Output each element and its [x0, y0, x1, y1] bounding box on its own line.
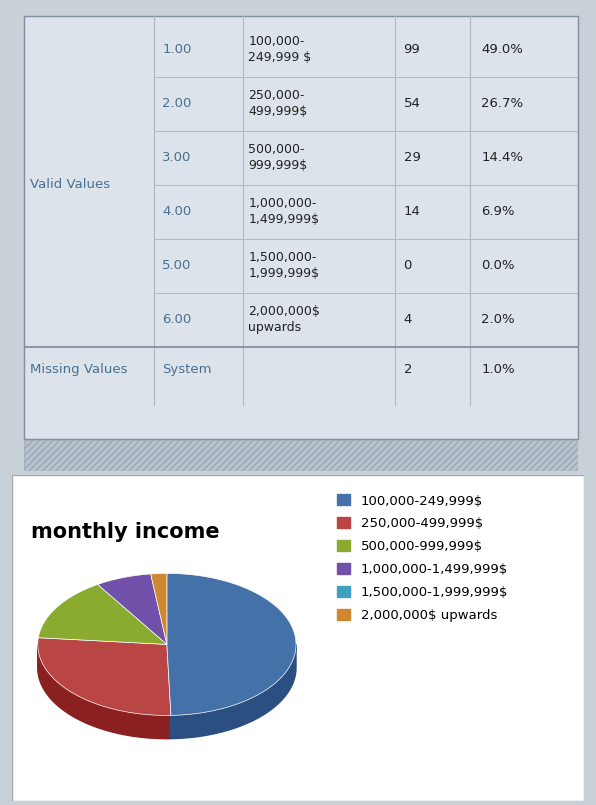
Text: Missing Values: Missing Values — [30, 363, 128, 376]
Text: System: System — [162, 363, 212, 376]
Text: 500,000-
999,999$: 500,000- 999,999$ — [249, 143, 308, 172]
Text: 14: 14 — [403, 205, 420, 218]
Polygon shape — [98, 574, 167, 645]
Text: 99: 99 — [403, 43, 420, 56]
Text: 0.0%: 0.0% — [481, 259, 514, 272]
Legend: 100,000-249,999$, 250,000-499,999$, 500,000-999,999$, 1,000,000-1,499,999$, 1,50: 100,000-249,999$, 250,000-499,999$, 500,… — [334, 492, 511, 625]
Polygon shape — [151, 573, 167, 645]
Text: 3.00: 3.00 — [162, 151, 192, 164]
Polygon shape — [38, 584, 167, 645]
Text: 4.00: 4.00 — [162, 205, 192, 218]
Text: 2.00: 2.00 — [162, 97, 192, 110]
Text: 4: 4 — [403, 313, 412, 327]
Polygon shape — [167, 573, 296, 716]
Text: 1.0%: 1.0% — [481, 363, 515, 376]
Text: 54: 54 — [403, 97, 420, 110]
Text: 26.7%: 26.7% — [481, 97, 523, 110]
Text: 250,000-
499,999$: 250,000- 499,999$ — [249, 89, 308, 118]
Text: 14.4%: 14.4% — [481, 151, 523, 164]
Text: 2,000,000$
upwards: 2,000,000$ upwards — [249, 305, 320, 334]
Text: monthly income: monthly income — [31, 522, 220, 542]
Text: 29: 29 — [403, 151, 420, 164]
Text: 100,000-
249,999 $: 100,000- 249,999 $ — [249, 35, 312, 64]
Text: 1,000,000-
1,499,999$: 1,000,000- 1,499,999$ — [249, 197, 319, 226]
Polygon shape — [167, 645, 171, 739]
Text: 2.0%: 2.0% — [481, 313, 515, 327]
Text: 1.00: 1.00 — [162, 43, 192, 56]
Polygon shape — [171, 645, 296, 739]
Text: 49.0%: 49.0% — [481, 43, 523, 56]
Polygon shape — [167, 645, 171, 739]
Text: 2: 2 — [403, 363, 412, 376]
Polygon shape — [38, 645, 171, 739]
Text: Valid Values: Valid Values — [30, 178, 111, 192]
Text: 5.00: 5.00 — [162, 259, 192, 272]
Polygon shape — [38, 638, 171, 716]
Text: 6.00: 6.00 — [162, 313, 192, 327]
Text: 0: 0 — [403, 259, 412, 272]
Text: 1,500,000-
1,999,999$: 1,500,000- 1,999,999$ — [249, 251, 319, 280]
Text: 6.9%: 6.9% — [481, 205, 514, 218]
